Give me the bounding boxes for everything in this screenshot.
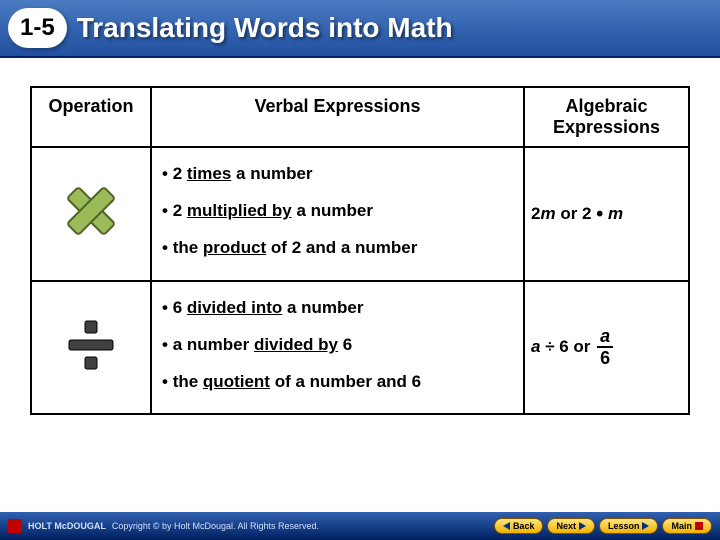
footer-bar: HOLT McDOUGAL Copyright © by Holt McDoug…: [0, 512, 720, 540]
arrow-right-icon: [579, 522, 586, 530]
back-button[interactable]: Back: [494, 518, 544, 534]
verbal-item: the quotient of a number and 6: [162, 368, 513, 395]
verbal-item: 2 times a number: [162, 160, 513, 187]
algebraic-cell: a ÷ 6 or a6: [524, 281, 689, 415]
content-area: Operation Verbal Expressions Algebraic E…: [0, 58, 720, 415]
back-label: Back: [513, 521, 535, 531]
operation-cell: [31, 147, 151, 281]
verbal-cell: 6 divided into a number a number divided …: [151, 281, 524, 415]
operation-cell: [31, 281, 151, 415]
col-header-algebraic: Algebraic Expressions: [524, 87, 689, 147]
multiply-icon: [61, 181, 121, 241]
col-header-operation: Operation: [31, 87, 151, 147]
table-row: 6 divided into a number a number divided …: [31, 281, 689, 415]
verbal-item: a number divided by 6: [162, 331, 513, 358]
main-label: Main: [671, 521, 692, 531]
footer-left: HOLT McDOUGAL Copyright © by Holt McDoug…: [8, 519, 319, 533]
arrow-right-icon: [642, 522, 649, 530]
next-button[interactable]: Next: [547, 518, 595, 534]
verbal-item: 2 multiplied by a number: [162, 197, 513, 224]
header-title: Translating Words into Math: [77, 12, 453, 44]
verbal-item: 6 divided into a number: [162, 294, 513, 321]
lesson-button[interactable]: Lesson: [599, 518, 659, 534]
translation-table: Operation Verbal Expressions Algebraic E…: [30, 86, 690, 415]
verbal-cell: 2 times a number 2 multiplied by a number…: [151, 147, 524, 281]
lesson-label: Lesson: [608, 521, 640, 531]
table-row: 2 times a number 2 multiplied by a number…: [31, 147, 689, 281]
verbal-item: the product of 2 and a number: [162, 234, 513, 261]
next-label: Next: [556, 521, 576, 531]
col-header-verbal: Verbal Expressions: [151, 87, 524, 147]
algebraic-cell: 2m or 2 • m: [524, 147, 689, 281]
divide-icon: [61, 315, 121, 375]
nav-buttons: Back Next Lesson Main: [494, 518, 712, 534]
footer-copyright: Copyright © by Holt McDougal. All Rights…: [112, 521, 319, 531]
arrow-left-icon: [503, 522, 510, 530]
lesson-number-pill: 1-5: [8, 8, 67, 48]
square-icon: [695, 522, 703, 530]
header-bar: 1-5 Translating Words into Math: [0, 0, 720, 58]
brand-logo-icon: [8, 519, 22, 533]
main-button[interactable]: Main: [662, 518, 712, 534]
footer-brand: HOLT McDOUGAL: [28, 521, 106, 531]
